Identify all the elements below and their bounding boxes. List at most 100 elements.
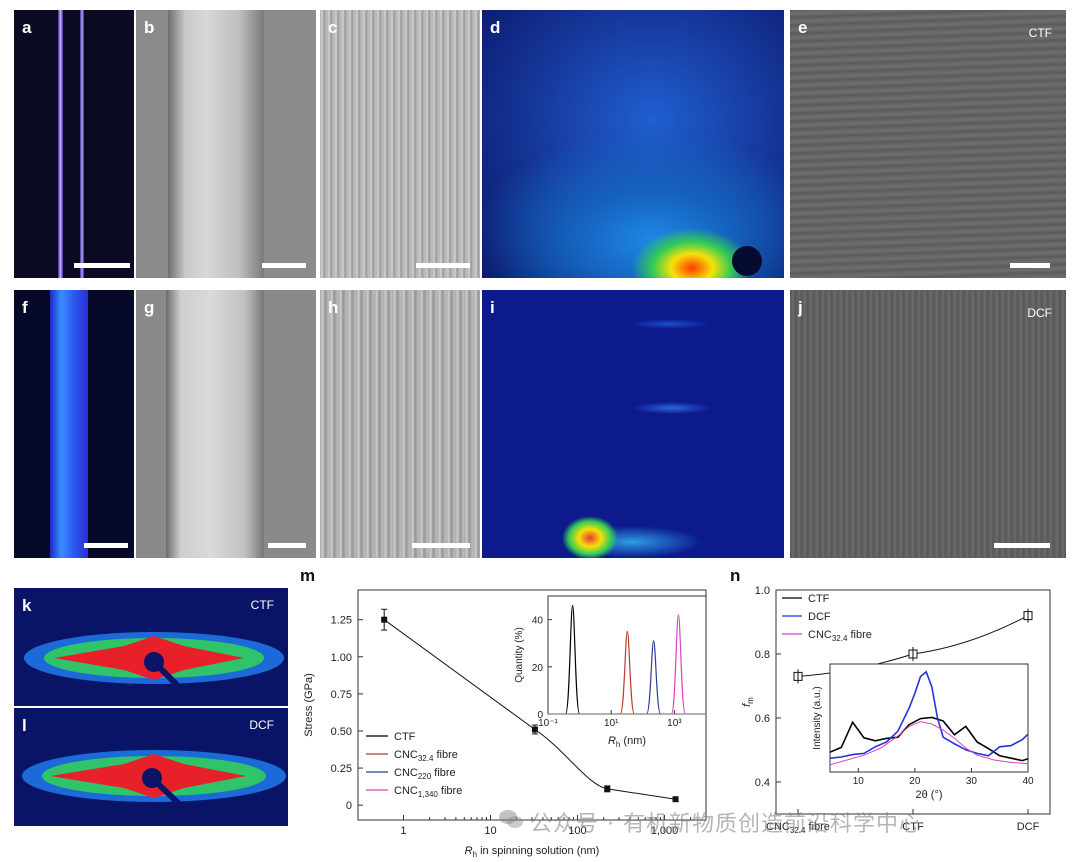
panel-label-d: d xyxy=(490,18,501,37)
chart-m: 0 0.25 0.50 0.75 1.00 1.25 1 10 100 1,000 Rh in sp… xyxy=(303,589,707,859)
sample-tag-e: CTF xyxy=(1028,26,1052,40)
inset-x-tick-label: 10 xyxy=(853,776,865,787)
scale-bar-g xyxy=(268,543,306,548)
diffraction-image-d xyxy=(732,246,762,276)
panel-k: k CTF xyxy=(14,588,288,706)
scale-bar-e xyxy=(1010,263,1050,268)
inset-y-tick-label: 40 xyxy=(532,616,544,627)
x-tick-label: 1,000 xyxy=(651,825,679,837)
legend-label: CTF xyxy=(808,593,830,605)
legend-label: CNC220 fibre xyxy=(394,767,456,781)
panel-b: b xyxy=(136,10,316,278)
panel-label-c: c xyxy=(328,18,338,37)
data-point xyxy=(604,785,611,792)
data-point xyxy=(381,616,388,623)
x-tick-label: 100 xyxy=(568,825,586,837)
inset-x-tick-label: 20 xyxy=(909,776,921,787)
panel-c: c xyxy=(320,10,480,278)
scale-bar-f xyxy=(84,543,128,548)
sample-tag-l: DCF xyxy=(249,718,274,732)
inset-x-tick-label: 10¹ xyxy=(604,718,619,729)
panel-label-f: f xyxy=(22,298,28,317)
x-tick-label: 1 xyxy=(400,825,406,837)
panel-h: h xyxy=(320,290,480,558)
panel-label-a: a xyxy=(22,18,32,37)
inset-peak xyxy=(646,640,662,715)
panel-label-j: j xyxy=(798,298,803,317)
panel-i: i xyxy=(482,290,784,558)
inset-series-line xyxy=(829,721,1029,766)
inset-x-tick-label: 30 xyxy=(966,776,978,787)
fibre-image-g xyxy=(166,290,264,558)
inset-y-axis-label: Intensity (a.u.) xyxy=(812,686,823,749)
fibre-image-b xyxy=(168,10,264,278)
fibre-image-a xyxy=(58,10,63,278)
legend-label: CNC32.4 fibre xyxy=(394,749,458,763)
panel-f: f xyxy=(14,290,134,558)
watermark-text: 公众号 · 有机新物质创造前沿科学中心 xyxy=(530,812,922,837)
y-tick-label: 0 xyxy=(346,800,352,812)
panel-label-n: n xyxy=(730,566,741,585)
y-tick-label: 0.25 xyxy=(331,763,352,775)
panel-label-m: m xyxy=(300,566,316,585)
y-axis-label: fm xyxy=(741,697,755,707)
panel-l: l DCF xyxy=(14,708,288,826)
panel-label-e: e xyxy=(798,18,808,37)
y-tick-label: 1.0 xyxy=(755,585,770,597)
y-tick-label: 0.75 xyxy=(331,689,352,701)
panel-e: e CTF xyxy=(790,10,1066,278)
panel-label-g: g xyxy=(144,298,155,317)
inset-x-tick-label: 10³ xyxy=(667,718,682,729)
scale-bar-c xyxy=(416,263,470,268)
inset-x-tick-label: 40 xyxy=(1022,776,1034,787)
panel-g: g xyxy=(136,290,316,558)
inset-x-tick-label: 10⁻¹ xyxy=(538,718,558,729)
x-tick-label: DCF xyxy=(1017,821,1040,833)
legend-label: CNC32.4 fibre xyxy=(808,629,872,643)
y-axis-label: Stress (GPa) xyxy=(303,673,315,737)
inset-y-tick-label: 0 xyxy=(537,710,543,721)
panel-d: d xyxy=(482,10,784,278)
legend-label: CTF xyxy=(394,731,416,743)
saxs-pattern-l xyxy=(22,750,286,819)
inset-x-axis-label: Rh (nm) xyxy=(608,735,646,749)
y-tick-label: 0.6 xyxy=(755,713,770,725)
x-axis-label: Rh in spinning solution (nm) xyxy=(465,845,600,859)
panel-label-i: i xyxy=(490,298,495,317)
inset-peak xyxy=(670,614,687,715)
inset-frame xyxy=(547,595,707,715)
sample-tag-k: CTF xyxy=(250,598,274,612)
saxs-pattern-k xyxy=(24,632,284,701)
x-tick-label: CTF xyxy=(902,821,924,833)
y-tick-label: 1.25 xyxy=(331,615,352,627)
panel-label-b: b xyxy=(144,18,155,37)
y-tick-label: 0.8 xyxy=(755,649,770,661)
panel-label-k: k xyxy=(22,596,32,615)
inset-peak xyxy=(619,630,635,715)
y-tick-label: 0.4 xyxy=(755,777,770,789)
chart-n: 0.4 0.6 0.8 1.0 fm CNC32.4 fibre CTF DCF CTF DCF C… xyxy=(741,585,1051,835)
panel-label-h: h xyxy=(328,298,339,317)
fibre-edge-a xyxy=(80,10,84,278)
x-tick-label: 10 xyxy=(484,825,496,837)
data-point xyxy=(672,796,679,803)
legend-label: CNC1,340 fibre xyxy=(394,785,462,799)
scale-bar-j xyxy=(994,543,1050,548)
panel-a: a xyxy=(14,10,134,278)
inset-y-tick-label: 20 xyxy=(532,663,544,674)
wechat-icon xyxy=(499,810,523,828)
legend-label: DCF xyxy=(808,611,831,623)
panel-label-l: l xyxy=(22,716,27,735)
inset-series-line xyxy=(829,670,1029,759)
scale-bar-b xyxy=(262,263,306,268)
data-point xyxy=(531,726,538,733)
y-tick-label: 1.00 xyxy=(331,652,352,664)
scale-bar-h xyxy=(412,543,470,548)
sample-tag-j: DCF xyxy=(1027,306,1052,320)
inset-peak xyxy=(565,604,581,715)
fibre-image-f xyxy=(50,290,88,558)
inset-series-line xyxy=(829,716,1029,762)
panel-j: j DCF xyxy=(790,290,1066,558)
inset-y-axis-label: Quantity (%) xyxy=(514,627,525,683)
x-tick-label: CNC32.4 fibre xyxy=(766,821,830,835)
